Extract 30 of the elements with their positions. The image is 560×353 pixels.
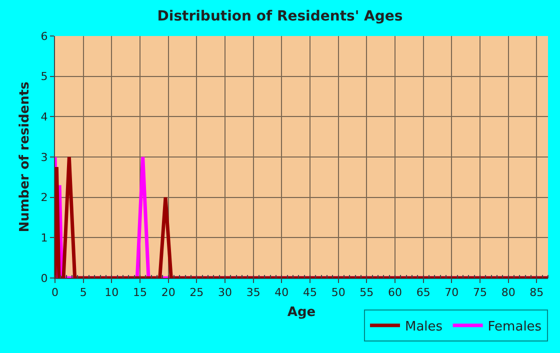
x-tick-label: 20 (161, 286, 176, 300)
x-tick-label: 80 (501, 286, 516, 300)
y-tick-label: 5 (40, 70, 48, 84)
x-tick-label: 0 (52, 286, 58, 300)
x-axis-title: Age (287, 304, 316, 320)
y-tick-label: 6 (40, 30, 48, 43)
y-tick-label: 1 (40, 232, 48, 245)
y-tick-label: 2 (40, 191, 48, 204)
chart-title: Distribution of Residents' Ages (157, 8, 403, 24)
x-tick-label: 10 (104, 286, 119, 300)
x-tick-label: 30 (218, 286, 232, 300)
x-tick-label: 60 (388, 286, 402, 300)
x-tick-label: 25 (190, 286, 204, 300)
x-tick-label: 45 (303, 286, 317, 300)
y-axis-title: Number of residents (18, 81, 33, 232)
x-tick-label: 5 (80, 286, 87, 300)
x-tick-label: 40 (274, 286, 289, 300)
x-tick-label: 55 (360, 286, 374, 300)
legend-label: Females (488, 319, 542, 334)
x-tick-label: 85 (530, 286, 544, 300)
x-tick-label: 70 (444, 286, 459, 300)
y-tick-label: 4 (40, 110, 48, 124)
x-tick-label: 50 (331, 286, 346, 300)
y-tick-label: 0 (40, 272, 48, 285)
x-tick-label: 15 (133, 286, 147, 300)
y-tick-label: 3 (40, 150, 48, 164)
legend-label: Males (405, 319, 443, 334)
x-tick-label: 75 (473, 286, 487, 300)
x-tick-label: 65 (416, 286, 430, 300)
x-tick-label: 35 (246, 286, 260, 300)
